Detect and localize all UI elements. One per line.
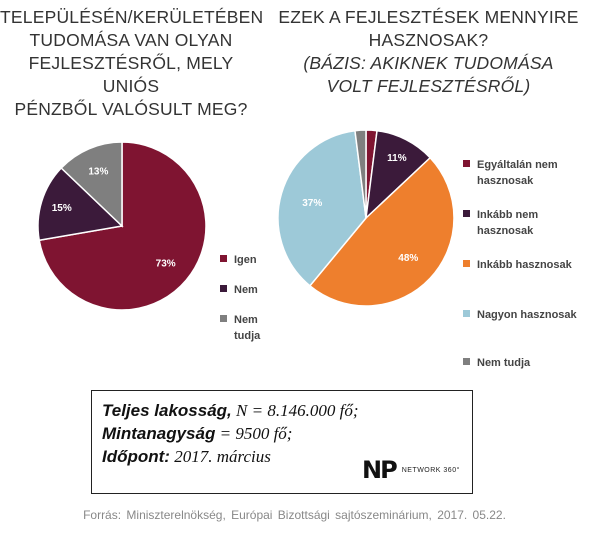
right-legend: Egyáltalán nem hasznosak Inkább nem hasznos… <box>463 157 589 377</box>
legend-swatch <box>463 310 470 317</box>
slice-label-0-0: 73% <box>156 258 176 269</box>
legend-item-0-2: Nem tudja <box>220 312 260 344</box>
pie-slice-1-3 <box>277 129 367 287</box>
left-legend: Igen Nem Nem tudja <box>220 252 280 352</box>
left-pie-chart: 73% 15% 13% <box>37 141 207 311</box>
legend-label: Igen <box>234 254 257 266</box>
legend-swatch <box>463 160 470 167</box>
info-sample-label: Mintanagyság <box>102 424 216 443</box>
logo-mark: NP <box>362 456 398 484</box>
right-pie-chart: [ÉRTÉK] 11% 48% 37% <box>277 117 455 307</box>
right-subtitle-line: VOLT FEJLESZTÉSRŐL) <box>326 76 531 96</box>
slice-label-1-1: 11% <box>387 153 407 164</box>
slice-label-0-1: 15% <box>52 203 72 214</box>
legend-swatch <box>220 315 227 322</box>
legend-item-1-2: Inkább hasznosak <box>463 257 572 273</box>
left-title-line: TUDOMÁSA VAN OLYAN <box>29 30 233 50</box>
logo-brand: NETWORK 360° <box>401 466 460 474</box>
legend-swatch <box>463 210 470 217</box>
pie-slice-1-4 <box>354 129 367 219</box>
pie-slice-1-2 <box>308 156 455 307</box>
left-title-line: TELEPÜLÉSÉN/KERÜLETÉBEN <box>0 7 264 27</box>
info-population-value: N = 8.146.000 fő; <box>231 401 359 420</box>
sample-info-box: Teljes lakosság, N = 8.146.000 fő; Minta… <box>91 390 473 494</box>
pie-slice-0-2 <box>60 141 123 228</box>
info-sample-value: = 9500 fő; <box>215 424 293 443</box>
slice-label-0-2: 13% <box>88 166 108 177</box>
legend-item-0-1: Nem <box>220 282 258 298</box>
network360-logo: NP NETWORK 360° <box>362 456 460 484</box>
legend-label: Nem tudja <box>234 314 261 342</box>
right-subtitle-line: (BÁZIS: AKIKNEK TUDOMÁSA <box>303 53 554 73</box>
info-date-value: 2017. március <box>169 447 271 466</box>
legend-item-0-0: Igen <box>220 252 257 268</box>
pie-slice-0-1 <box>37 166 124 242</box>
source-note: Forrás: Miniszterelnökség, Európai Bizot… <box>83 508 506 522</box>
legend-item-1-3: Nagyon hasznosak <box>463 307 577 323</box>
legend-item-1-0: Egyáltalán nem hasznosak <box>463 157 558 189</box>
slice-label-1-3: 37% <box>302 198 322 209</box>
legend-label: Egyáltalán nem hasznosak <box>477 159 558 187</box>
info-date: Időpont: 2017. március <box>102 445 462 468</box>
slice-label-1-0: [ÉRTÉK] <box>352 117 393 130</box>
legend-swatch <box>220 285 227 292</box>
legend-swatch <box>463 358 470 365</box>
left-chart-title: TELEPÜLÉSÉN/KERÜLETÉBEN TUDOMÁSA VAN OLY… <box>0 6 264 121</box>
legend-label: Nem tudja <box>477 357 531 369</box>
left-title-line: PÉNZBŐL VALÓSULT MEG? <box>14 99 248 119</box>
right-chart-title: EZEK A FEJLESZTÉSEK MENNYIRE HASZNOSAK? … <box>268 6 589 98</box>
legend-swatch <box>463 260 470 267</box>
legend-label: Nem <box>234 284 258 296</box>
legend-label: Inkább nem hasznosak <box>477 209 539 237</box>
info-population: Teljes lakosság, N = 8.146.000 fő; <box>102 399 462 422</box>
legend-item-1-1: Inkább nem hasznosak <box>463 207 538 239</box>
right-title-line: EZEK A FEJLESZTÉSEK MENNYIRE <box>278 7 579 27</box>
info-sample: Mintanagyság = 9500 fő; <box>102 422 462 445</box>
slice-label-1-2: 48% <box>398 253 418 264</box>
info-date-label: Időpont: <box>102 447 170 466</box>
left-title-line: FEJLESZTÉSRŐL, MELY UNIÓS <box>28 53 234 96</box>
right-title-line: HASZNOSAK? <box>368 30 489 50</box>
legend-label: Inkább hasznosak <box>477 259 572 271</box>
legend-label: Nagyon hasznosak <box>477 309 577 321</box>
legend-swatch <box>220 255 227 262</box>
legend-item-1-4: Nem tudja <box>463 355 530 371</box>
info-population-label: Teljes lakosság, <box>102 401 232 420</box>
